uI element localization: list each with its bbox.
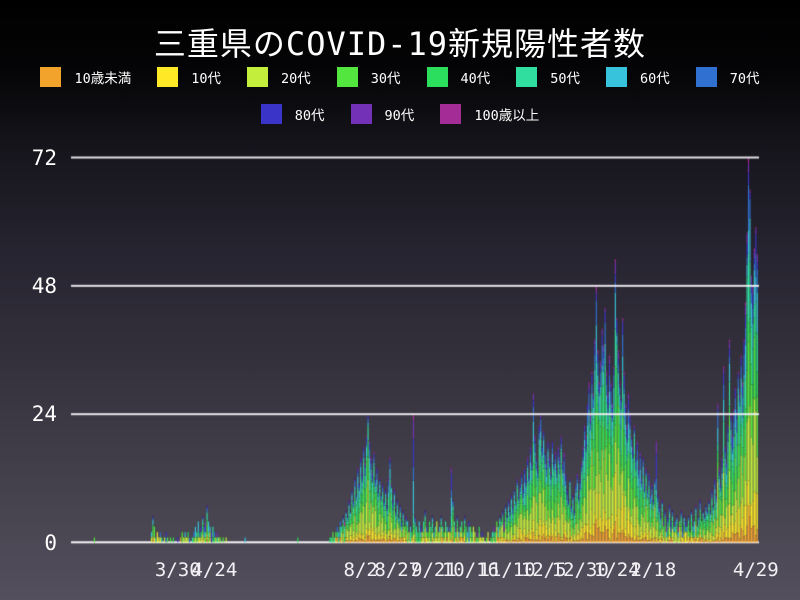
legend-item-5: 50代 — [516, 67, 580, 87]
legend-item-10: 100歳以上 — [440, 104, 539, 124]
legend-swatch-icon — [260, 104, 282, 124]
x-tick-label: 4/29 — [732, 559, 779, 581]
legend-label: 90代 — [384, 108, 415, 124]
x-tick-label: 1/24 — [593, 559, 640, 581]
legend-label: 20代 — [280, 71, 311, 87]
legend-item-9: 90代 — [350, 104, 415, 124]
legend-label: 70代 — [729, 71, 760, 87]
legend-item-8: 80代 — [260, 104, 325, 124]
legend-swatch-icon — [516, 67, 538, 87]
x-tick-label: 3/30 — [154, 559, 201, 581]
legend-swatch-icon — [695, 67, 717, 87]
legend-label: 100歳以上 — [474, 108, 540, 124]
x-tick-label: 12/30 — [551, 559, 609, 581]
legend-swatch-icon — [606, 67, 628, 87]
legend-swatch-icon — [336, 67, 358, 87]
x-tick-label: 12/5 — [520, 559, 567, 581]
legend-item-3: 30代 — [336, 67, 401, 87]
legend-label: 10代 — [191, 71, 221, 87]
legend-label: 50代 — [550, 71, 581, 87]
legend-swatch-icon — [40, 67, 62, 87]
legend-item-2: 20代 — [246, 67, 311, 87]
legend-label: 40代 — [460, 71, 491, 87]
legend-swatch-icon — [157, 67, 179, 87]
x-tick-label: 9/21 — [411, 559, 457, 581]
legend-item-7: 70代 — [695, 67, 760, 87]
legend-item-0: 10歳未満 — [40, 67, 131, 87]
x-tick-label: 4/24 — [191, 559, 238, 581]
y-tick-label: 24 — [31, 402, 57, 427]
legend-label: 80代 — [294, 108, 325, 124]
legend-item-1: 10代 — [157, 67, 221, 87]
y-tick-label: 48 — [31, 273, 57, 298]
legend-swatch-icon — [440, 104, 462, 124]
legend-swatch-icon — [246, 67, 268, 87]
y-tick-label: 0 — [44, 530, 57, 555]
legend-swatch-icon — [426, 67, 448, 87]
legend-row-1: 10歳未満 10代 20代 30代 40代 50代 60代 70代 — [0, 67, 800, 87]
legend-label: 60代 — [640, 71, 670, 87]
legend-label: 30代 — [370, 71, 401, 87]
x-tick-label: 2/18 — [630, 559, 677, 581]
legend-row-2: 80代 90代 100歳以上 — [0, 104, 800, 124]
legend-swatch-icon — [350, 104, 372, 124]
x-tick-label: 8/27 — [374, 559, 421, 581]
legend-item-6: 60代 — [606, 67, 670, 87]
x-tick-label: 10/16 — [441, 559, 500, 581]
chart-title: 三重県のCOVID-19新規陽性者数 — [153, 25, 647, 63]
legend-label: 10歳未満 — [74, 71, 132, 87]
x-tick-label: 8/2 — [343, 559, 378, 581]
legend-item-4: 40代 — [426, 67, 491, 87]
y-tick-label: 72 — [31, 145, 57, 170]
x-tick-label: 11/10 — [478, 559, 536, 581]
